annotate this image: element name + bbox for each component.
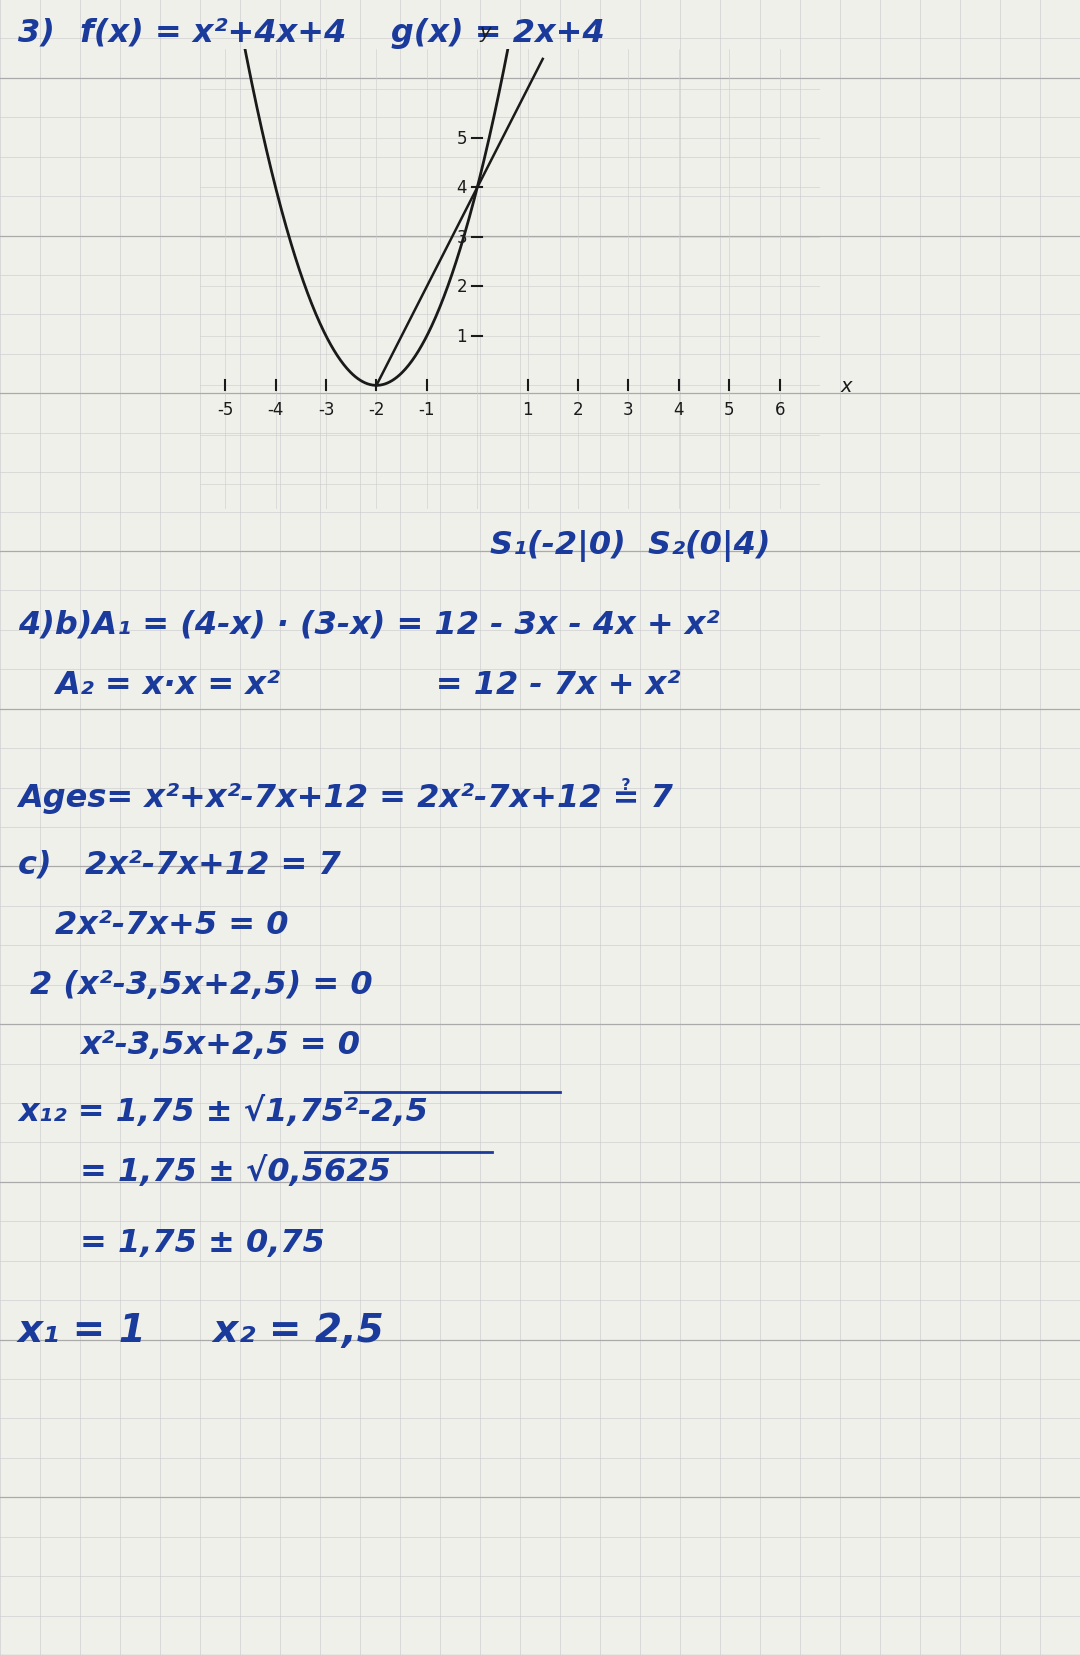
Text: 1: 1 bbox=[457, 328, 468, 346]
Text: S₁(-2|0)  S₂(0|4): S₁(-2|0) S₂(0|4) bbox=[490, 530, 770, 561]
Text: 4: 4 bbox=[674, 401, 684, 419]
Text: c)   2x²-7x+12 = 7: c) 2x²-7x+12 = 7 bbox=[18, 849, 341, 880]
Text: 2 (x²-3,5x+2,5) = 0: 2 (x²-3,5x+2,5) = 0 bbox=[30, 970, 373, 1000]
Text: x₁ = 1     x₂ = 2,5: x₁ = 1 x₂ = 2,5 bbox=[18, 1311, 384, 1349]
Text: 5: 5 bbox=[724, 401, 734, 419]
Text: -3: -3 bbox=[318, 401, 335, 419]
Text: 2: 2 bbox=[457, 278, 468, 296]
Text: 6: 6 bbox=[774, 401, 785, 419]
Text: -5: -5 bbox=[217, 401, 233, 419]
Text: 2: 2 bbox=[572, 401, 583, 419]
Text: 4: 4 bbox=[457, 179, 468, 197]
Text: -2: -2 bbox=[368, 401, 384, 419]
Text: = 1,75 ± √0,5625: = 1,75 ± √0,5625 bbox=[80, 1155, 391, 1187]
Text: 5: 5 bbox=[457, 131, 468, 147]
Text: 3): 3) bbox=[18, 18, 55, 50]
Text: 3: 3 bbox=[623, 401, 634, 419]
Text: 2x²-7x+5 = 0: 2x²-7x+5 = 0 bbox=[55, 910, 288, 940]
Text: f(x) = x²+4x+4    g(x) = 2x+4: f(x) = x²+4x+4 g(x) = 2x+4 bbox=[80, 18, 605, 50]
Text: 3: 3 bbox=[457, 228, 468, 247]
Text: = 1,75 ± 0,75: = 1,75 ± 0,75 bbox=[80, 1228, 325, 1258]
Text: x: x bbox=[840, 377, 852, 396]
Text: 1: 1 bbox=[523, 401, 532, 419]
Text: y: y bbox=[480, 23, 490, 41]
Text: x²-3,5x+2,5 = 0: x²-3,5x+2,5 = 0 bbox=[80, 1029, 360, 1061]
Text: A₂ = x·x = x²              = 12 - 7x + x²: A₂ = x·x = x² = 12 - 7x + x² bbox=[55, 670, 680, 700]
Text: Ages= x²+x²-7x+12 = 2x²-7x+12 ≟ 7: Ages= x²+x²-7x+12 = 2x²-7x+12 ≟ 7 bbox=[18, 778, 673, 814]
Text: 4)b)A₁ = (4-x) · (3-x) = 12 - 3x - 4x + x²: 4)b)A₁ = (4-x) · (3-x) = 12 - 3x - 4x + … bbox=[18, 609, 719, 640]
Text: x₁₂ = 1,75 ± √1,75²-2,5: x₁₂ = 1,75 ± √1,75²-2,5 bbox=[18, 1096, 428, 1127]
Text: -4: -4 bbox=[268, 401, 284, 419]
Text: -1: -1 bbox=[419, 401, 435, 419]
